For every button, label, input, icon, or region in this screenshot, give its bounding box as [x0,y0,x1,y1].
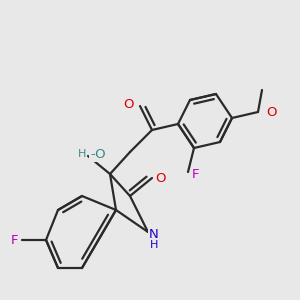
Text: H: H [150,240,158,250]
Text: O: O [124,98,134,110]
Text: N: N [149,227,159,241]
Text: F: F [192,167,200,181]
Text: -O: -O [90,148,106,160]
Text: H: H [78,149,86,159]
Text: O: O [155,172,165,184]
Text: O: O [266,106,277,118]
Text: F: F [11,233,18,247]
